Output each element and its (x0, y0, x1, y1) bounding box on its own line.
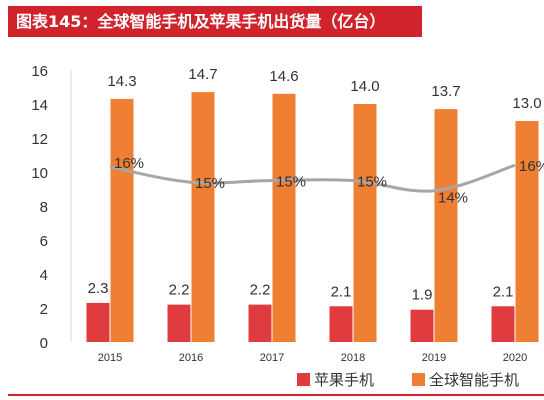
y-tick-label: 2 (40, 301, 48, 318)
chart-title: 图表145：全球智能手机及苹果手机出货量（亿台） (8, 6, 422, 37)
x-tick-label: 2015 (98, 352, 122, 364)
share-labels-group: 16% 15% 15% 15% 14% 16% (114, 155, 544, 207)
x-tick-label: 2019 (422, 352, 446, 364)
share-value-label: 15% (357, 174, 387, 191)
bar-global-value-label: 14.0 (350, 78, 379, 95)
bar-global (515, 121, 539, 342)
y-tick-label: 8 (40, 199, 48, 216)
bar-apple-value-label: 2.1 (331, 283, 352, 300)
y-tick-label: 12 (31, 131, 48, 148)
share-value-label: 15% (276, 174, 306, 191)
y-tick-label: 14 (31, 97, 48, 114)
share-value-label: 14% (438, 190, 468, 207)
bar-global-value-label: 14.3 (107, 73, 136, 90)
x-tick-label: 2016 (179, 352, 203, 364)
share-value-label: 16% (519, 158, 544, 175)
bottom-rule (8, 394, 544, 396)
bar-global-value-label: 14.7 (188, 66, 217, 83)
bar-labels-group: 2.3 14.3 2.2 14.7 2.2 14.6 2.1 14.0 1.9 13.7 2.1 13… (88, 66, 542, 304)
bar-global (191, 92, 215, 342)
bar-apple (248, 304, 272, 342)
bar-global-value-label: 13.0 (512, 95, 541, 112)
bar-global (272, 93, 296, 342)
share-line (109, 163, 516, 193)
bar-apple-value-label: 2.3 (88, 280, 109, 297)
bar-apple-value-label: 2.1 (493, 283, 514, 300)
share-value-label: 16% (114, 155, 144, 172)
bar-apple (410, 309, 434, 342)
y-tick-labels: 0 2 4 6 8 10 12 14 16 (31, 63, 48, 352)
x-tick-label: 2017 (260, 352, 284, 364)
x-tick-label: 2018 (341, 352, 365, 364)
bar-apple (491, 306, 515, 342)
bar-apple-value-label: 2.2 (250, 282, 271, 299)
share-value-label: 15% (195, 175, 225, 192)
bar-global-value-label: 13.7 (431, 83, 460, 100)
bar-apple (329, 306, 353, 342)
bar-global (434, 109, 458, 342)
x-tick-label: 2020 (503, 352, 527, 364)
bar-global-value-label: 14.6 (269, 68, 298, 85)
legend-global-swatch (412, 373, 425, 386)
bar-apple (167, 304, 191, 342)
y-tick-label: 16 (31, 63, 48, 80)
bar-apple (86, 302, 110, 342)
x-tick-labels: 2015 2016 2017 2018 2019 2020 (98, 352, 527, 364)
legend-apple-swatch (297, 373, 310, 386)
bars-group (86, 92, 539, 343)
bar-apple-value-label: 2.2 (169, 282, 190, 299)
legend: 苹果手机 全球智能手机 (297, 371, 519, 389)
y-tick-label: 4 (40, 267, 48, 284)
y-tick-label: 0 (40, 335, 48, 352)
y-tick-label: 10 (31, 165, 48, 182)
bar-apple-value-label: 1.9 (412, 287, 433, 304)
bar-global (353, 104, 377, 342)
legend-global-label: 全球智能手机 (429, 371, 519, 389)
legend-apple-label: 苹果手机 (314, 372, 374, 389)
bar-global (110, 98, 134, 343)
y-tick-label: 6 (40, 233, 48, 250)
